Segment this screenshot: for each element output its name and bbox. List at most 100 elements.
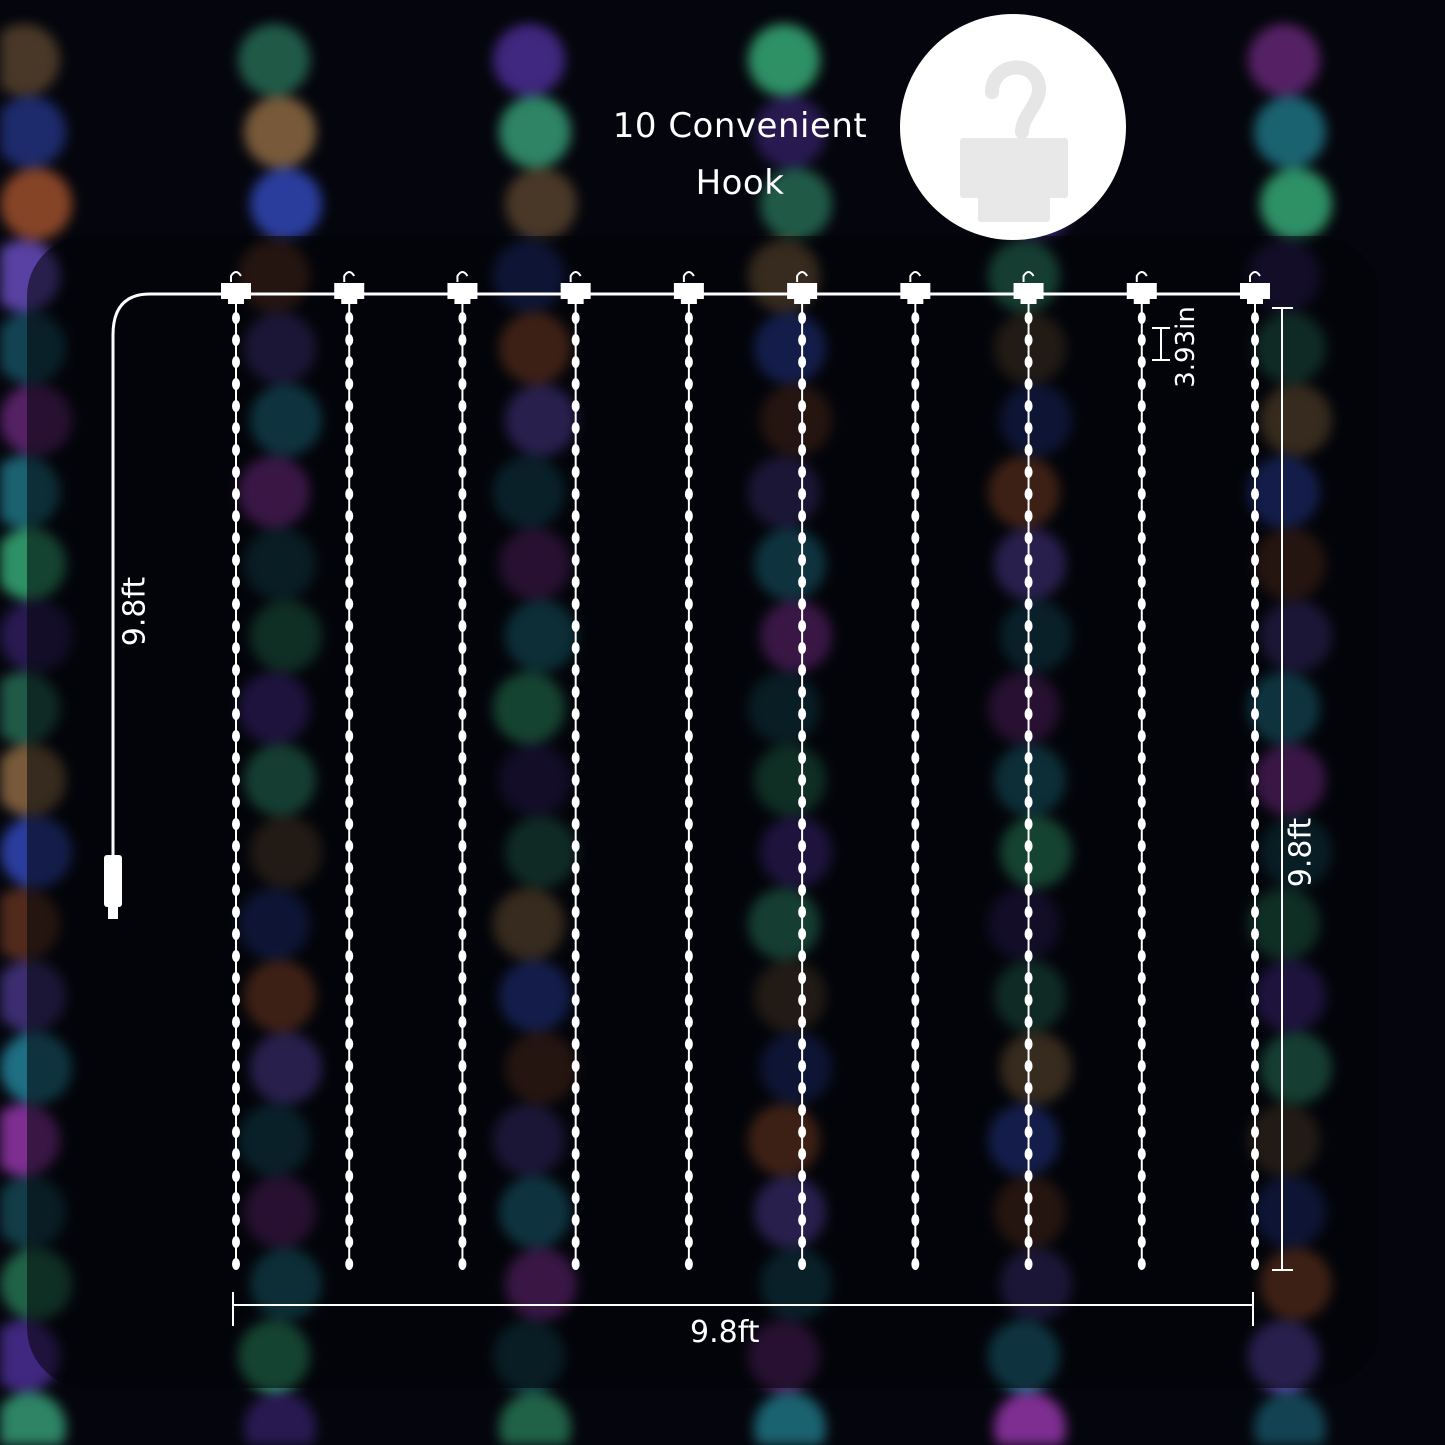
led-bead bbox=[345, 1192, 354, 1204]
led-bead bbox=[684, 774, 693, 786]
led-bead bbox=[571, 466, 580, 478]
led-bead bbox=[458, 1082, 467, 1094]
hook-icon bbox=[682, 271, 695, 282]
led-bead bbox=[458, 1016, 467, 1028]
led-bead bbox=[345, 796, 354, 808]
led-bead bbox=[232, 730, 240, 742]
led-bead bbox=[911, 796, 920, 808]
led-bead bbox=[1024, 510, 1033, 522]
led-bead bbox=[1251, 312, 1259, 324]
led-bead bbox=[458, 1192, 467, 1204]
led-bead bbox=[345, 818, 354, 830]
led-bead bbox=[1137, 1016, 1146, 1028]
led-bead bbox=[571, 1170, 580, 1182]
led-bead bbox=[458, 752, 467, 764]
led-bead bbox=[1251, 752, 1259, 764]
led-bead bbox=[1251, 334, 1259, 346]
led-bead bbox=[571, 554, 580, 566]
led-bead bbox=[232, 466, 240, 478]
led-bead bbox=[571, 598, 580, 610]
led-bead bbox=[458, 312, 467, 324]
led-bead bbox=[798, 356, 807, 368]
led-bead bbox=[684, 356, 693, 368]
led-bead bbox=[911, 444, 920, 456]
led-bead bbox=[571, 576, 580, 588]
led-bead bbox=[232, 1258, 240, 1270]
bokeh-light bbox=[1260, 168, 1332, 240]
led-bead bbox=[345, 774, 354, 786]
led-bead bbox=[571, 334, 580, 346]
led-bead bbox=[684, 532, 693, 544]
bokeh-light bbox=[0, 24, 60, 96]
led-bead bbox=[571, 994, 580, 1006]
led-bead bbox=[458, 994, 467, 1006]
led-bead bbox=[1137, 950, 1146, 962]
led-bead bbox=[1024, 796, 1033, 808]
led-bead bbox=[684, 1236, 693, 1248]
led-bead bbox=[1137, 1060, 1146, 1072]
led-bead bbox=[798, 796, 807, 808]
led-bead bbox=[345, 950, 354, 962]
led-bead bbox=[458, 1214, 467, 1226]
led-bead bbox=[571, 686, 580, 698]
led-bead bbox=[571, 312, 580, 324]
led-bead bbox=[684, 334, 693, 346]
led-bead bbox=[1137, 730, 1146, 742]
height-label: 9.8ft bbox=[1283, 817, 1319, 888]
led-bead bbox=[911, 1214, 920, 1226]
led-bead bbox=[798, 532, 807, 544]
led-bead bbox=[1137, 422, 1146, 434]
led-bead bbox=[798, 950, 807, 962]
led-bead bbox=[571, 950, 580, 962]
led-bead bbox=[345, 532, 354, 544]
led-bead bbox=[1251, 1016, 1259, 1028]
led-bead bbox=[684, 906, 693, 918]
led-bead bbox=[571, 488, 580, 500]
led-bead bbox=[232, 708, 240, 720]
led-bead bbox=[798, 906, 807, 918]
led-bead bbox=[798, 598, 807, 610]
plug-icon bbox=[104, 855, 122, 907]
led-bead bbox=[798, 1148, 807, 1160]
led-bead bbox=[458, 532, 467, 544]
hook-caption: 10 Convenient Hook bbox=[590, 98, 890, 212]
led-bead bbox=[798, 774, 807, 786]
led-bead bbox=[911, 1104, 920, 1116]
led-bead bbox=[798, 1104, 807, 1116]
led-bead bbox=[1024, 554, 1033, 566]
hook-clip-base bbox=[1133, 297, 1150, 304]
led-bead bbox=[1251, 862, 1259, 874]
bokeh-light bbox=[244, 1392, 316, 1445]
led-bead bbox=[1137, 774, 1146, 786]
led-bead bbox=[232, 1236, 240, 1248]
led-bead bbox=[1024, 1082, 1033, 1094]
led-bead bbox=[1024, 422, 1033, 434]
led-bead bbox=[1024, 994, 1033, 1006]
led-bead bbox=[911, 532, 920, 544]
led-bead bbox=[1251, 422, 1259, 434]
led-bead bbox=[684, 576, 693, 588]
led-bead bbox=[1024, 730, 1033, 742]
led-bead bbox=[1024, 774, 1033, 786]
hook-icon bbox=[230, 271, 242, 282]
led-bead bbox=[345, 554, 354, 566]
led-bead bbox=[1137, 1192, 1146, 1204]
led-bead bbox=[798, 708, 807, 720]
led-bead bbox=[1137, 1148, 1146, 1160]
led-bead bbox=[232, 400, 240, 412]
led-bead bbox=[911, 576, 920, 588]
led-bead bbox=[684, 1060, 693, 1072]
hook-icon bbox=[1022, 271, 1035, 282]
led-bead bbox=[232, 576, 240, 588]
led-bead bbox=[911, 334, 920, 346]
led-bead bbox=[458, 862, 467, 874]
led-bead bbox=[1251, 840, 1259, 852]
led-bead bbox=[458, 796, 467, 808]
led-bead bbox=[798, 378, 807, 390]
led-bead bbox=[345, 444, 354, 456]
led-bead bbox=[798, 1016, 807, 1028]
led-bead bbox=[232, 1170, 240, 1182]
led-bead bbox=[1137, 510, 1146, 522]
led-bead bbox=[684, 598, 693, 610]
